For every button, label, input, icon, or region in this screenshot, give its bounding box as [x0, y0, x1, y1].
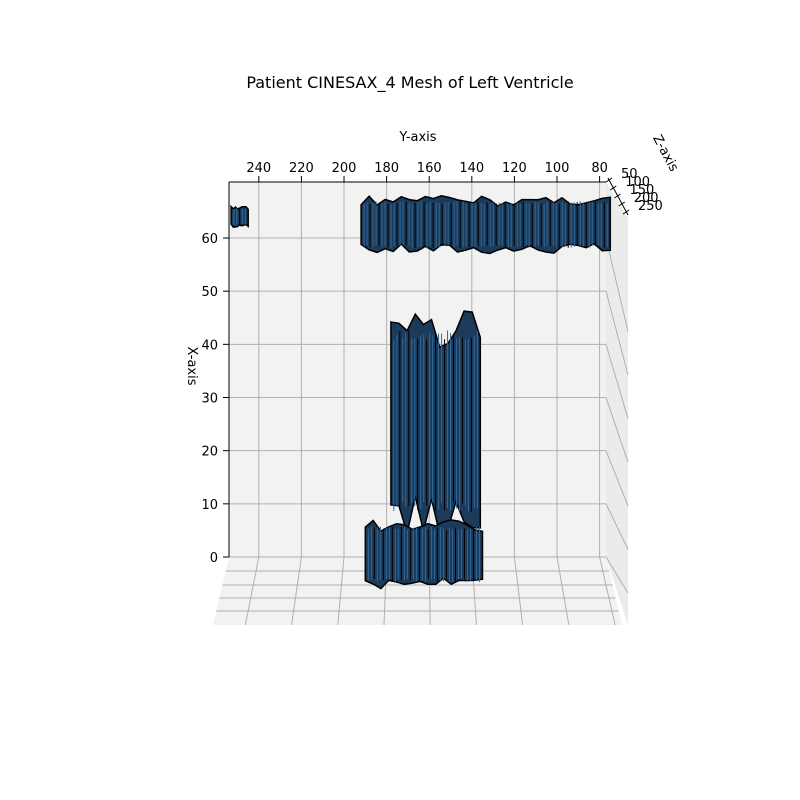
x-tick-label: 40	[201, 338, 218, 353]
floor-grid-line	[337, 556, 345, 626]
y-tick-label: 180	[374, 161, 399, 176]
z-axis-label: Z-axis	[649, 132, 681, 174]
x-tick-label: 50	[201, 285, 218, 300]
mesh-region-small-blob	[230, 204, 249, 228]
y-tick-label: 160	[417, 161, 442, 176]
mesh-region-central-column	[390, 310, 482, 537]
x-tick-label: 0	[210, 551, 218, 566]
z-tick-label: 200	[634, 191, 659, 206]
mesh-body	[364, 519, 484, 590]
y-tick-label: 80	[591, 161, 608, 176]
side-grid-line	[605, 397, 629, 463]
z-tick-label: 100	[625, 175, 650, 190]
side-grid-line	[605, 344, 629, 419]
x-tick-label: 30	[201, 392, 218, 407]
side-grid-line	[605, 556, 629, 594]
side-grid-line	[605, 503, 629, 550]
z-tick-label: 50	[621, 167, 638, 182]
floor-grid-line	[291, 556, 302, 626]
y-axis-label: Y-axis	[398, 130, 436, 145]
floor-grid-line	[513, 556, 524, 626]
side-grid-line	[605, 291, 629, 376]
x-tick-label: 10	[201, 498, 218, 513]
mesh-surface	[230, 195, 612, 590]
floor-grid-line	[556, 556, 570, 626]
z-axis-line	[607, 177, 629, 216]
z-tick-mark	[609, 185, 617, 191]
side-grid-line	[605, 450, 629, 506]
x-tick-label: 20	[201, 445, 218, 460]
z-tick-mark	[622, 209, 630, 215]
side-grid-line	[605, 237, 629, 332]
z-tick-mark	[605, 177, 613, 183]
mesh-region-lower-base	[364, 519, 484, 590]
y-tick-label: 120	[502, 161, 527, 176]
tick-group: 240 220 200 180 160 140 120 100 80 0 10 20 30 40 50 60 5…	[201, 161, 662, 566]
z-tick-label: 150	[630, 183, 655, 198]
floor-grid-line	[244, 556, 260, 626]
floor-grid-line	[599, 556, 616, 626]
z-tick-mark	[618, 201, 626, 207]
y-tick-label: 100	[545, 161, 570, 176]
y-tick-label: 140	[459, 161, 484, 176]
x-tick-label: 60	[201, 232, 218, 247]
y-tick-label: 220	[289, 161, 314, 176]
z-tick-label: 250	[638, 199, 663, 214]
mesh-region-upper-band	[360, 195, 612, 255]
mesh-body	[360, 195, 612, 255]
floor-pane	[213, 557, 622, 625]
x-axis-label: X-axis	[184, 347, 199, 386]
y-tick-label: 200	[332, 161, 357, 176]
z-tick-mark	[614, 193, 621, 199]
y-tick-label: 240	[246, 161, 271, 176]
chart-title: Patient CINESAX_4 Mesh of Left Ventricle	[246, 73, 573, 93]
